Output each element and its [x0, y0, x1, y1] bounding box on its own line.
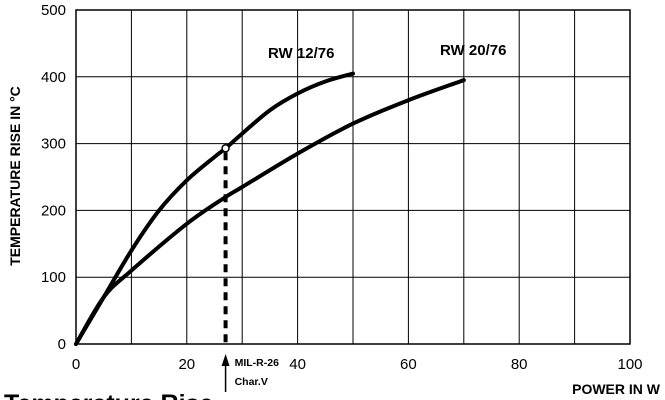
- figure-caption: Temperature Rise: [4, 390, 213, 400]
- mil-r-26-annotation: MIL-R-26 Char.V: [221, 144, 279, 392]
- y-tick-label: 400: [41, 69, 66, 86]
- x-tick-label: 40: [289, 356, 306, 373]
- y-tick-label: 300: [41, 136, 66, 153]
- grid: [75, 9, 631, 345]
- annotation-arrow-head: [221, 354, 230, 366]
- y-tick-label: 100: [41, 269, 66, 286]
- x-tick-label: 60: [400, 356, 417, 373]
- series-label: RW 12/76: [268, 45, 334, 62]
- tick-labels: 0 100 200 300 400 500 0 20 40 60 80 100: [41, 2, 643, 373]
- series-line-rw-20-76: [74, 78, 466, 346]
- series-line-rw-12-76: [74, 71, 355, 346]
- x-axis-title: POWER IN W: [572, 381, 661, 397]
- y-tick-label: 0: [58, 336, 66, 353]
- x-tick-label: 100: [617, 356, 642, 373]
- series-lines: RW 12/76 RW 20/76: [74, 42, 506, 346]
- plot-frame: [75, 9, 631, 345]
- annotation-label-line1: MIL-R-26: [235, 357, 279, 369]
- y-tick-label: 500: [41, 2, 66, 19]
- y-axis-title: TEMPERATURE RISE IN °C: [7, 86, 23, 266]
- y-tick-label: 200: [41, 202, 66, 219]
- x-tick-label: 20: [178, 356, 195, 373]
- x-tick-label: 0: [72, 356, 80, 373]
- series-label: RW 20/76: [440, 42, 506, 59]
- annotation-label-line2: Char.V: [235, 376, 268, 388]
- marker-point: [221, 144, 230, 153]
- x-tick-label: 80: [511, 356, 528, 373]
